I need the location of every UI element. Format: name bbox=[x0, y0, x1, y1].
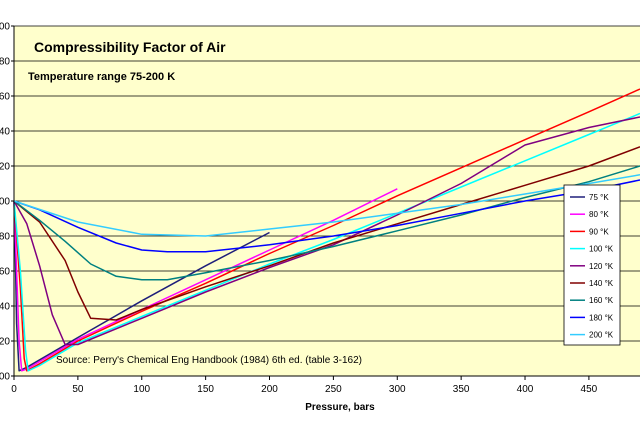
series-layer bbox=[13, 88, 640, 372]
legend: 75 °K 80 °K 90 °K 100 °K 120 °K 140 °K 160 °K 1… bbox=[563, 184, 621, 346]
x-tick-label-4: 200 bbox=[261, 384, 278, 395]
legend-items: 75 °K 80 °K 90 °K 100 °K 120 °K 140 °K 160 °K 1… bbox=[570, 193, 614, 340]
y-ticks: 0.00 0.20 0.40 0.60 0.80 1.00 1.20 1.40 1.60 1.80… bbox=[0, 22, 14, 383]
legend-label-5: 140 °K bbox=[589, 279, 614, 288]
y-tick-label-10: 2.00 bbox=[0, 22, 10, 33]
series-line-8 bbox=[13, 174, 640, 237]
y-tick-label-1: 0.20 bbox=[0, 337, 10, 348]
series-line-4 bbox=[13, 116, 640, 346]
y-tick-label-9: 1.80 bbox=[0, 57, 10, 68]
x-ticks: 0 50 100 150 200 250 300 350 400 450 bbox=[11, 376, 598, 395]
legend-label-7: 180 °K bbox=[589, 313, 614, 322]
legend-label-2: 90 °K bbox=[589, 227, 609, 236]
series-line-1 bbox=[13, 188, 398, 372]
source-note: Source: Perry's Chemical Eng Handbook (1… bbox=[56, 355, 362, 366]
legend-label-4: 120 °K bbox=[589, 262, 614, 271]
chart-subtitle: Temperature range 75-200 K bbox=[28, 71, 175, 83]
legend-label-3: 100 °K bbox=[589, 245, 614, 254]
x-tick-label-1: 50 bbox=[72, 384, 84, 395]
y-tick-label-2: 0.40 bbox=[0, 302, 10, 313]
y-tick-label-8: 1.60 bbox=[0, 92, 10, 103]
x-axis-label: Pressure, bars bbox=[305, 402, 375, 413]
x-tick-label-5: 250 bbox=[325, 384, 342, 395]
x-tick-label-3: 150 bbox=[197, 384, 214, 395]
x-tick-label-6: 300 bbox=[389, 384, 406, 395]
legend-label-6: 160 °K bbox=[589, 296, 614, 305]
x-tick-label-0: 0 bbox=[11, 384, 17, 395]
y-tick-label-0: 0.00 bbox=[0, 372, 10, 383]
series-line-3 bbox=[13, 112, 640, 372]
legend-label-1: 80 °K bbox=[589, 210, 609, 219]
series-line-5 bbox=[13, 146, 640, 321]
series-line-7 bbox=[13, 179, 640, 253]
y-tick-label-5: 1.00 bbox=[0, 197, 10, 208]
y-tick-label-4: 0.80 bbox=[0, 232, 10, 243]
y-tick-label-3: 0.60 bbox=[0, 267, 10, 278]
series-line-2 bbox=[13, 88, 640, 372]
legend-box bbox=[563, 184, 621, 346]
x-tick-label-8: 400 bbox=[517, 384, 534, 395]
x-tick-label-9: 450 bbox=[581, 384, 598, 395]
chart-title: Compressibility Factor of Air bbox=[34, 39, 226, 55]
y-tick-label-7: 1.40 bbox=[0, 127, 10, 138]
x-tick-label-2: 100 bbox=[133, 384, 150, 395]
series-line-6 bbox=[13, 165, 640, 281]
legend-label-8: 200 °K bbox=[589, 331, 614, 340]
grid bbox=[14, 25, 640, 342]
legend-label-0: 75 °K bbox=[589, 193, 609, 202]
y-tick-label-6: 1.20 bbox=[0, 162, 10, 173]
x-tick-label-7: 350 bbox=[453, 384, 470, 395]
